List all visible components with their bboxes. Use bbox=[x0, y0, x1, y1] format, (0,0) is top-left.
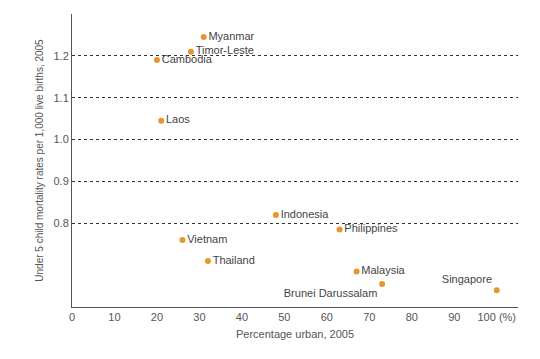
svg-text:Philippines: Philippines bbox=[344, 222, 398, 234]
svg-text:1.1: 1.1 bbox=[54, 92, 69, 104]
svg-text:0.9: 0.9 bbox=[54, 175, 69, 187]
svg-text:Vietnam: Vietnam bbox=[187, 233, 227, 245]
svg-text:Thailand: Thailand bbox=[213, 254, 255, 266]
svg-text:1.2: 1.2 bbox=[54, 50, 69, 62]
svg-text:20: 20 bbox=[151, 311, 163, 323]
svg-text:40: 40 bbox=[236, 311, 248, 323]
svg-text:Brunei Darussalam: Brunei Darussalam bbox=[284, 287, 378, 299]
svg-text:Under 5 child mortality rates: Under 5 child mortality rates per 1,000 … bbox=[34, 39, 45, 282]
svg-text:90: 90 bbox=[448, 311, 460, 323]
svg-text:30: 30 bbox=[193, 311, 205, 323]
svg-text:Singapore: Singapore bbox=[442, 273, 492, 285]
svg-text:80: 80 bbox=[406, 311, 418, 323]
svg-text:50: 50 bbox=[278, 311, 290, 323]
svg-text:60: 60 bbox=[321, 311, 333, 323]
svg-text:0.8: 0.8 bbox=[54, 217, 69, 229]
svg-text:Timor-Leste: Timor-Leste bbox=[196, 44, 254, 56]
svg-text:1.0: 1.0 bbox=[54, 133, 69, 145]
svg-text:70: 70 bbox=[363, 311, 375, 323]
svg-text:0: 0 bbox=[69, 311, 75, 323]
svg-text:100 (%): 100 (%) bbox=[477, 311, 516, 323]
svg-text:Percentage urban, 2005: Percentage urban, 2005 bbox=[236, 328, 354, 340]
svg-text:Malaysia: Malaysia bbox=[361, 264, 405, 276]
svg-text:Indonesia: Indonesia bbox=[281, 208, 330, 220]
svg-text:Myanmar: Myanmar bbox=[208, 30, 254, 42]
svg-text:10: 10 bbox=[108, 311, 120, 323]
svg-text:Cambodia: Cambodia bbox=[162, 53, 213, 65]
svg-text:Laos: Laos bbox=[166, 113, 190, 125]
